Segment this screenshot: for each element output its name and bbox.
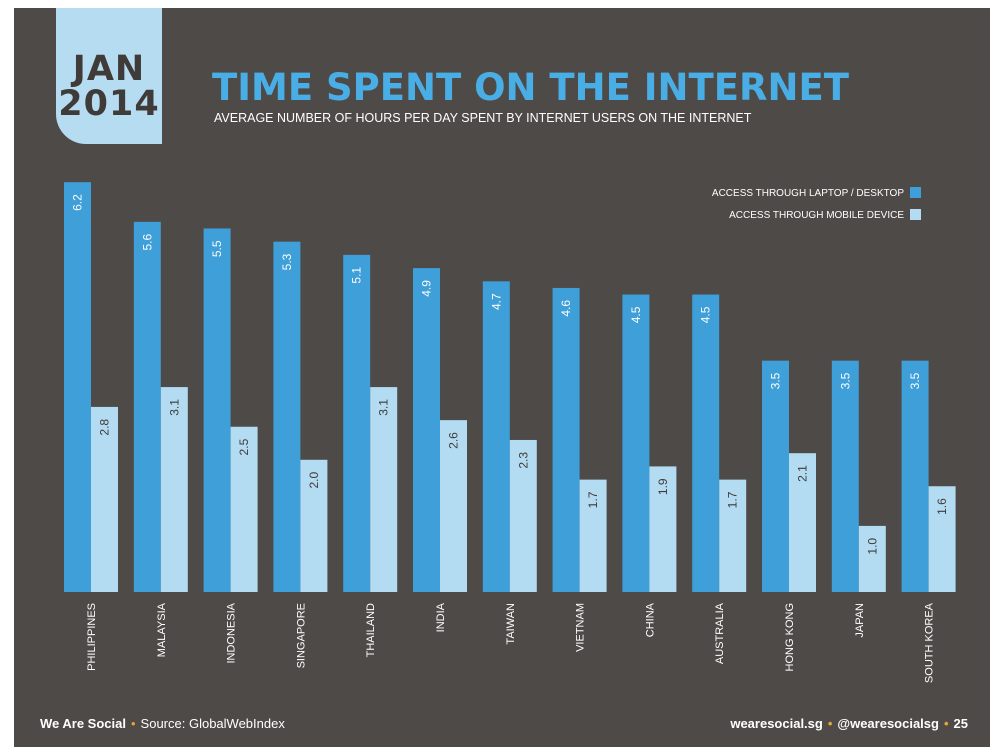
bar-mobile-china	[649, 466, 677, 592]
data-label: 2.5	[237, 438, 251, 455]
data-label: 2.6	[447, 432, 461, 449]
bar-mobile-philippines	[91, 406, 118, 592]
bar-mobile-vietnam	[579, 479, 607, 592]
date-badge: JAN 2014	[56, 8, 162, 144]
footer-brand: We Are Social	[40, 716, 126, 731]
footer-source-text: Source: GlobalWebIndex	[140, 716, 285, 731]
bar-laptop-india	[413, 268, 440, 592]
page-title: TIME SPENT ON THE INTERNET	[212, 66, 849, 109]
legend-swatch	[910, 209, 921, 220]
category-label: INDONESIA	[226, 602, 238, 663]
data-label: 1.0	[865, 538, 879, 555]
data-label: 3.5	[769, 372, 783, 389]
data-label: 1.7	[726, 491, 740, 508]
category-label: SOUTH KOREA	[924, 602, 936, 683]
bar-mobile-taiwan	[509, 439, 537, 592]
bar-laptop-malaysia	[133, 221, 161, 592]
bar-laptop-taiwan	[482, 281, 510, 592]
bar-laptop-china	[622, 294, 650, 592]
data-label: 2.0	[307, 471, 321, 488]
footer-links: wearesocial.sg • @wearesocialsg • 25	[730, 716, 968, 732]
data-label: 4.6	[559, 300, 573, 317]
category-label: MALAYSIA	[156, 602, 168, 657]
category-label: CHINA	[644, 602, 656, 637]
bar-laptop-thailand	[343, 254, 371, 592]
category-label: AUSTRALIA	[714, 602, 726, 664]
legend-label: ACCESS THROUGH MOBILE DEVICE	[729, 210, 904, 221]
data-label: 4.9	[420, 280, 434, 297]
category-label: VIETNAM	[575, 603, 587, 652]
bar-mobile-malaysia	[160, 387, 188, 592]
data-label: 1.9	[656, 478, 670, 495]
bar-laptop-south-korea	[901, 360, 929, 592]
bar-mobile-australia	[719, 479, 747, 592]
footer-page-number: 25	[953, 716, 968, 731]
data-label: 6.2	[71, 194, 85, 211]
legend-label: ACCESS THROUGH LAPTOP / DESKTOP	[712, 188, 904, 199]
bar-mobile-south-korea	[928, 486, 956, 592]
category-label: SINGAPORE	[295, 603, 307, 668]
data-label: 5.3	[280, 253, 294, 270]
bar-laptop-japan	[831, 360, 859, 592]
footer-handle: @wearesocialsg	[837, 716, 939, 731]
data-label: 5.5	[210, 240, 224, 257]
badge-month: JAN	[72, 49, 146, 89]
data-label: 2.3	[516, 452, 530, 469]
data-label: 4.5	[699, 306, 713, 323]
badge-year: 2014	[58, 84, 160, 124]
data-label: 2.1	[796, 465, 810, 482]
footer-source: We Are Social • Source: GlobalWebIndex	[40, 716, 285, 732]
bar-laptop-vietnam	[552, 287, 580, 592]
category-label: INDIA	[435, 602, 447, 632]
data-label: 5.6	[140, 234, 154, 251]
bar-laptop-hong-kong	[762, 360, 789, 592]
bar-mobile-india	[440, 420, 467, 592]
data-label: 1.6	[935, 498, 949, 515]
bar-mobile-hong-kong	[789, 453, 816, 592]
category-label: TAIWAN	[505, 603, 517, 645]
footer-dot: •	[130, 716, 136, 731]
bar-laptop-australia	[692, 294, 720, 592]
bar-laptop-indonesia	[203, 228, 231, 592]
bar-mobile-japan	[858, 525, 886, 592]
page-subtitle: AVERAGE NUMBER OF HOURS PER DAY SPENT BY…	[214, 111, 752, 125]
category-label: THAILAND	[365, 603, 377, 657]
data-label: 3.1	[167, 399, 181, 416]
footer-website: wearesocial.sg	[730, 716, 823, 731]
data-label: 4.5	[629, 306, 643, 323]
bar-mobile-indonesia	[230, 426, 258, 592]
bar-laptop-singapore	[273, 241, 301, 593]
data-label: 4.7	[489, 293, 503, 310]
bar-laptop-philippines	[64, 182, 91, 592]
legend-swatch	[910, 187, 921, 198]
category-label: JAPAN	[854, 603, 866, 638]
data-label: 5.1	[350, 267, 364, 284]
footer-dot: •	[943, 716, 949, 731]
bar-mobile-thailand	[370, 387, 398, 592]
data-label: 3.5	[838, 372, 852, 389]
data-label: 3.1	[377, 399, 391, 416]
category-label: PHILIPPINES	[86, 603, 98, 671]
data-label: 1.7	[586, 491, 600, 508]
data-label: 3.5	[908, 372, 922, 389]
bar-mobile-singapore	[300, 459, 328, 592]
data-label: 2.8	[98, 419, 112, 436]
footer-dot: •	[827, 716, 833, 731]
category-label: HONG KONG	[784, 603, 796, 671]
